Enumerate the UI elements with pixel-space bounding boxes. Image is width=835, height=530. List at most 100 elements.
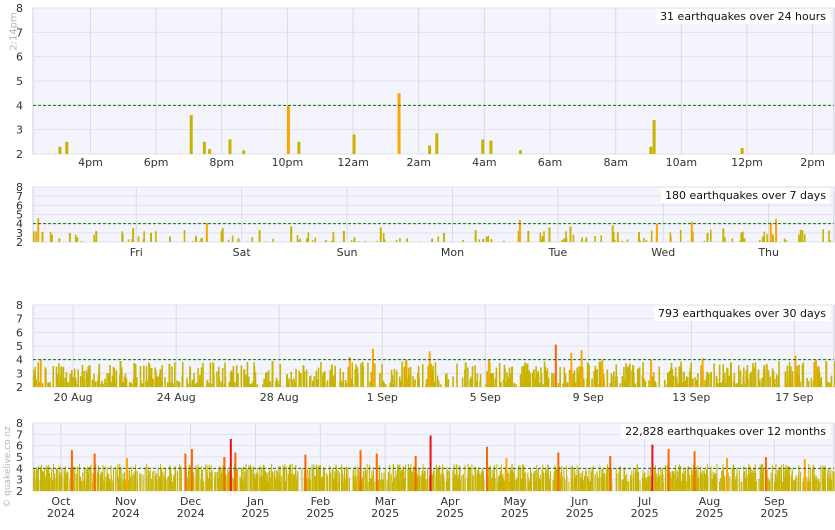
activity-bar: [79, 241, 82, 242]
y-tick-label: 6: [16, 326, 23, 339]
activity-bar: [101, 473, 103, 491]
activity-bar: [267, 370, 270, 387]
activity-bar: [123, 480, 125, 491]
activity-bar: [99, 474, 101, 491]
data-bar: [481, 139, 485, 154]
activity-bar: [118, 476, 120, 491]
activity-bar: [669, 381, 672, 387]
activity-bar: [462, 473, 464, 491]
data-bar: [348, 356, 351, 387]
activity-bar: [287, 381, 289, 387]
x-tick-label: 2am: [406, 156, 430, 169]
activity-bar: [587, 480, 589, 491]
activity-bar: [799, 229, 802, 242]
activity-bar: [136, 377, 138, 387]
activity-bar: [200, 367, 203, 387]
activity-bar: [575, 474, 577, 491]
activity-bar: [480, 480, 482, 491]
activity-bar: [763, 231, 766, 242]
activity-bar: [314, 475, 316, 491]
activity-bar: [357, 241, 360, 242]
activity-bar: [261, 479, 263, 491]
activity-bar: [93, 373, 95, 387]
data-bar: [693, 451, 696, 491]
activity-bar: [400, 380, 403, 387]
activity-bar: [257, 473, 259, 491]
activity-bar: [542, 478, 544, 491]
activity-bar: [579, 366, 581, 387]
activity-bar: [799, 381, 801, 387]
activity-bar: [714, 474, 716, 491]
activity-bar: [407, 367, 410, 387]
activity-bar: [109, 365, 111, 387]
activity-bar: [233, 464, 235, 491]
x-tick-label: 6am: [538, 156, 562, 169]
activity-bar: [436, 375, 439, 387]
activity-bar: [291, 463, 293, 491]
x-tick-label: Jan: [246, 495, 264, 508]
activity-bar: [759, 239, 761, 242]
activity-bar: [754, 375, 757, 387]
activity-bar: [448, 470, 450, 491]
activity-bar: [538, 481, 540, 491]
activity-bar: [615, 376, 617, 387]
data-bar: [189, 366, 192, 387]
activity-bar: [708, 373, 710, 387]
activity-bar: [194, 384, 197, 387]
activity-bar: [198, 241, 201, 242]
activity-bar: [736, 383, 739, 387]
activity-bar: [798, 364, 800, 387]
activity-bar: [655, 474, 657, 491]
activity-bar: [654, 381, 656, 387]
activity-bar: [785, 240, 788, 242]
activity-bar: [277, 380, 279, 387]
activity-bar: [303, 371, 306, 387]
data-bar: [601, 359, 604, 387]
activity-bar: [296, 480, 298, 491]
activity-bar: [760, 478, 762, 491]
activity-bar: [688, 478, 690, 491]
activity-bar: [117, 464, 119, 491]
activity-bar: [59, 480, 61, 491]
activity-bar: [317, 367, 320, 387]
activity-bar: [133, 362, 135, 387]
activity-bar: [570, 466, 572, 491]
activity-bar: [644, 478, 646, 491]
activity-bar: [555, 466, 557, 491]
activity-bar: [748, 463, 750, 491]
activity-bar: [773, 481, 775, 491]
activity-bar: [767, 481, 769, 491]
activity-bar: [170, 382, 172, 387]
activity-bar: [202, 481, 204, 491]
activity-bar: [543, 472, 545, 491]
activity-bar: [402, 476, 404, 491]
activity-bar: [745, 478, 747, 491]
activity-bar: [790, 366, 792, 387]
activity-bar: [536, 477, 538, 491]
activity-bar: [407, 463, 409, 491]
activity-bar: [62, 366, 65, 387]
activity-bar: [246, 361, 249, 387]
activity-bar: [292, 473, 294, 491]
activity-bar: [666, 372, 669, 387]
activity-bar: [436, 466, 438, 491]
activity-bar: [344, 379, 347, 387]
activity-bar: [664, 465, 666, 491]
y-tick-label: 7: [16, 26, 23, 39]
activity-bar: [740, 384, 743, 387]
activity-bar: [52, 480, 54, 491]
activity-bar: [683, 371, 685, 387]
activity-bar: [288, 466, 290, 491]
activity-bar: [678, 472, 680, 491]
activity-bar: [285, 481, 287, 491]
activity-bar: [560, 479, 562, 491]
activity-bar: [87, 366, 90, 387]
activity-bar: [437, 467, 439, 491]
activity-bar: [65, 372, 68, 387]
activity-bar: [115, 466, 117, 491]
x-tick-label: 17 Sep: [775, 391, 813, 404]
activity-bar: [103, 480, 105, 491]
activity-bar: [86, 469, 88, 491]
activity-bar: [178, 382, 181, 387]
activity-bar: [82, 472, 84, 491]
